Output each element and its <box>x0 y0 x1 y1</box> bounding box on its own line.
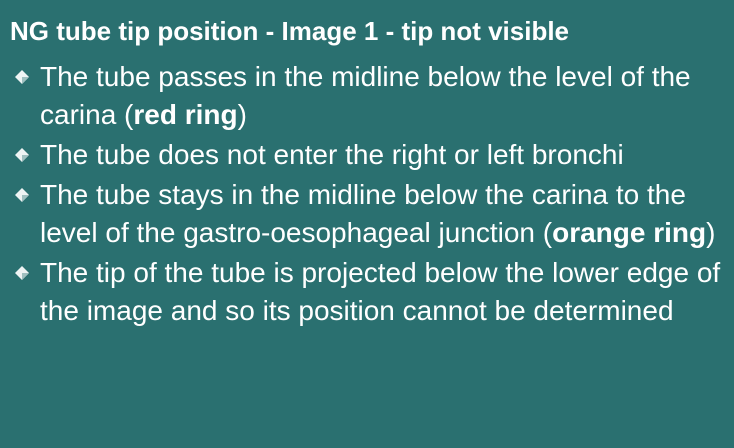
bullet-item: The tube passes in the midline below the… <box>0 58 734 134</box>
slide-title: NG tube tip position - Image 1 - tip not… <box>10 16 570 46</box>
bullet-bold-text: orange ring <box>552 217 707 248</box>
bullet-text: The tip of the tube is projected below t… <box>40 257 721 326</box>
diamond-bullet-icon <box>15 188 29 202</box>
bullet-bold-text: red ring <box>133 99 238 130</box>
bullet-list: The tube passes in the midline below the… <box>0 58 734 330</box>
bullet-item: The tube does not enter the right or lef… <box>0 136 734 174</box>
bullet-text-suffix: ) <box>706 217 716 248</box>
bullet-item: The tube stays in the midline below the … <box>0 176 734 252</box>
bullet-text-suffix: ) <box>237 99 247 130</box>
diamond-bullet-icon <box>15 70 29 84</box>
bullet-text: The tube stays in the midline below the … <box>40 179 686 248</box>
bullet-text: The tube passes in the midline below the… <box>40 61 691 130</box>
bullet-item: The tip of the tube is projected below t… <box>0 254 734 330</box>
diamond-bullet-icon <box>15 266 29 280</box>
diamond-bullet-icon <box>15 148 29 162</box>
bullet-text: The tube does not enter the right or lef… <box>40 139 624 170</box>
